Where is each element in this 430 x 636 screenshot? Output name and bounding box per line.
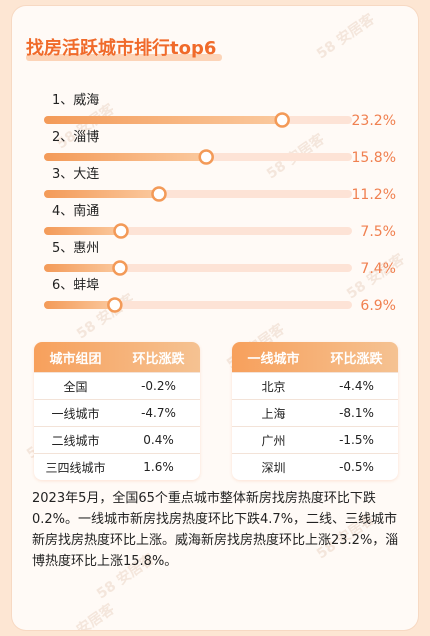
bar bbox=[44, 116, 283, 124]
category-label: 5、惠州 bbox=[52, 241, 99, 256]
table-cell-name: 北京 bbox=[261, 379, 286, 394]
ranking-bar-chart: 1、威海 23.2% 2、淄博 15.8% 3、大连 11.2% 4、南通 7.5% 5、惠州 7… bbox=[44, 93, 396, 314]
city-group-table-header: 城市组团 环比涨跌 bbox=[34, 342, 200, 372]
value-label: 15.8% bbox=[352, 150, 396, 166]
table-cell-value: 1.6% bbox=[143, 460, 174, 474]
value-label: 23.2% bbox=[352, 113, 396, 129]
table-cell-name: 深圳 bbox=[261, 460, 286, 475]
table-row: 北京 -4.4% bbox=[232, 372, 398, 399]
bar bbox=[44, 301, 115, 309]
table-row: 广州 -1.5% bbox=[232, 426, 398, 453]
category-label: 6、蚌埠 bbox=[52, 278, 99, 293]
value-label: 7.4% bbox=[360, 261, 396, 277]
summary-text: 2023年5月，全国65个重点城市整体新房找房热度环比下跌0.2%。一线城市新房… bbox=[32, 491, 399, 569]
first-tier-city-table: 一线城市 环比涨跌 北京 -4.4% 上海 -8.1% 广州 -1.5% 深圳 -0.5… bbox=[232, 342, 398, 480]
column-header-city: 一线城市 bbox=[247, 351, 300, 367]
category-label: 4、南通 bbox=[52, 203, 99, 219]
table-cell-value: 0.4% bbox=[143, 433, 174, 447]
table-row: 上海 -8.1% bbox=[232, 399, 398, 426]
table-cell-value: -4.4% bbox=[339, 379, 374, 393]
table-row: 二线城市 0.4% bbox=[34, 426, 200, 453]
bar-end-knob bbox=[112, 260, 128, 276]
bar bbox=[44, 227, 121, 235]
table-cell-name: 二线城市 bbox=[51, 433, 100, 448]
bar-end-knob bbox=[151, 186, 167, 202]
table-cell-value: -0.2% bbox=[141, 379, 176, 393]
watermark-text: 58 安居客 bbox=[53, 601, 118, 630]
value-label: 6.9% bbox=[360, 298, 396, 314]
table-row: 全国 -0.2% bbox=[34, 372, 200, 399]
category-label: 1、威海 bbox=[52, 93, 99, 108]
table-cell-value: -8.1% bbox=[339, 406, 374, 420]
category-label: 3、大连 bbox=[52, 166, 99, 182]
column-header-group: 城市组团 bbox=[49, 351, 102, 367]
table-cell-name: 上海 bbox=[261, 406, 286, 421]
bar-end-knob bbox=[274, 112, 290, 128]
category-label: 2、淄博 bbox=[52, 130, 99, 145]
table-cell-value: -1.5% bbox=[339, 433, 374, 447]
bar-end-knob bbox=[198, 149, 214, 165]
value-label: 7.5% bbox=[360, 224, 396, 240]
bar bbox=[44, 190, 159, 198]
value-label: 11.2% bbox=[352, 187, 396, 203]
column-header-change: 环比涨跌 bbox=[330, 351, 383, 367]
table-cell-name: 一线城市 bbox=[51, 406, 100, 421]
table-cell-value: -4.7% bbox=[141, 406, 176, 420]
bar-end-knob bbox=[113, 223, 129, 239]
table-cell-value: -0.5% bbox=[339, 460, 374, 474]
title-underline bbox=[26, 54, 222, 61]
table-row: 一线城市 -4.7% bbox=[34, 399, 200, 426]
page-title: 找房活跃城市排行top6 bbox=[26, 38, 217, 59]
bar bbox=[44, 153, 207, 161]
city-group-table: 城市组团 环比涨跌 全国 -0.2% 一线城市 -4.7% 二线城市 0.4% 三四线… bbox=[34, 342, 200, 480]
table-cell-name: 广州 bbox=[261, 433, 286, 448]
column-header-change: 环比涨跌 bbox=[132, 351, 185, 367]
first-tier-table-header: 一线城市 环比涨跌 bbox=[232, 342, 398, 372]
bar-end-knob bbox=[107, 297, 123, 313]
table-row: 三四线城市 1.6% bbox=[34, 453, 200, 480]
bar bbox=[44, 264, 120, 272]
table-cell-name: 全国 bbox=[63, 379, 88, 394]
table-row: 深圳 -0.5% bbox=[232, 453, 398, 480]
table-cell-name: 三四线城市 bbox=[45, 460, 106, 475]
